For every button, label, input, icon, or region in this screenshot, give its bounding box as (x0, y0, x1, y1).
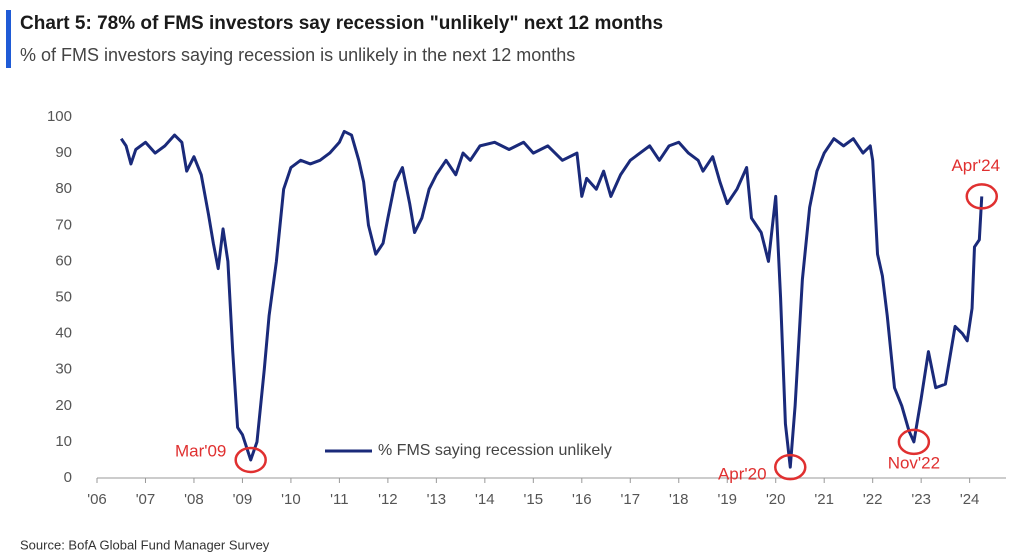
annotation-label: Apr'24 (951, 156, 1000, 175)
x-tick-label: '13 (427, 491, 447, 508)
x-tick-label: '10 (281, 491, 301, 508)
x-tick-label: '19 (717, 491, 737, 508)
x-tick-label: '16 (572, 491, 592, 508)
annotation-label: Nov'22 (888, 453, 940, 472)
x-tick-label: '11 (330, 491, 348, 508)
x-tick-label: '21 (814, 491, 834, 508)
x-tick-label: '22 (863, 491, 883, 508)
y-tick-label: 30 (55, 361, 72, 378)
annotation-label: Mar'09 (175, 441, 226, 460)
x-tick-label: '15 (524, 491, 544, 508)
annotation-circle (965, 183, 999, 210)
x-tick-label: '20 (766, 491, 786, 508)
y-tick-label: 20 (55, 397, 72, 414)
y-tick-label: 60 (55, 252, 72, 269)
x-tick-label: '18 (669, 491, 689, 508)
x-tick-label: '17 (620, 491, 640, 508)
x-tick-label: '09 (233, 491, 253, 508)
x-tick-label: '06 (87, 491, 107, 508)
x-tick-label: '24 (960, 491, 980, 508)
x-tick-label: '07 (136, 491, 156, 508)
y-tick-label: 80 (55, 180, 72, 197)
y-tick-label: 90 (55, 144, 72, 161)
annotation-circle (234, 446, 267, 474)
chart-title: Chart 5: 78% of FMS investors say recess… (20, 13, 663, 34)
y-tick-label: 50 (55, 288, 72, 305)
x-tick-label: '08 (184, 491, 204, 508)
chart-subtitle: % of FMS investors saying recession is u… (20, 45, 575, 65)
annotation-label: Apr'20 (718, 465, 767, 484)
annotation-circle (897, 428, 931, 456)
source: Source: BofA Global Fund Manager Survey (20, 537, 270, 552)
y-tick-label: 100 (47, 108, 72, 125)
x-tick-label: '14 (475, 491, 495, 508)
x-tick-label: '23 (911, 491, 931, 508)
y-tick-label: 0 (64, 469, 72, 486)
legend-label: % FMS saying recession unlikely (378, 442, 612, 459)
annotation-circle (774, 453, 807, 481)
line (119, 129, 984, 469)
title-bar (6, 10, 11, 68)
y-tick-label: 10 (55, 433, 72, 450)
y-tick-label: 40 (55, 325, 72, 342)
y-tick-label: 70 (55, 216, 72, 233)
x-tick-label: '12 (378, 491, 398, 508)
